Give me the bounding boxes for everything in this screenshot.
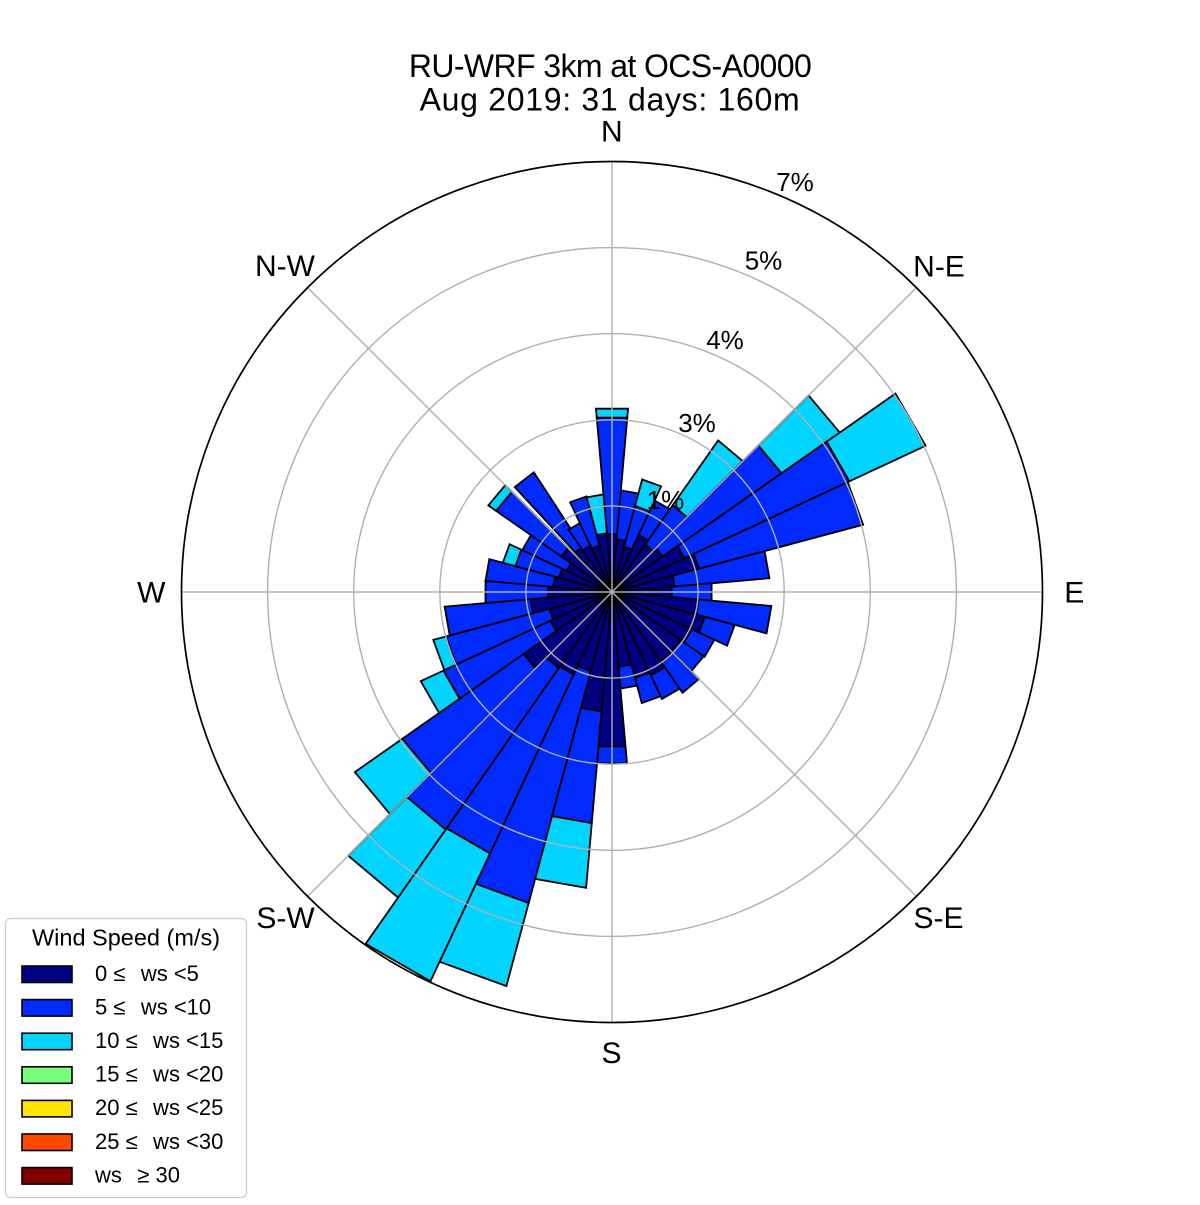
svg-text:4%: 4%	[706, 325, 744, 355]
svg-text:3%: 3%	[678, 408, 716, 438]
svg-text:0 ≤ ws <5: 0 ≤ ws <5	[95, 961, 199, 986]
svg-text:5%: 5%	[745, 246, 783, 276]
svg-text:S-E: S-E	[913, 902, 963, 935]
svg-text:W: W	[137, 576, 166, 609]
svg-text:Wind Speed (m/s): Wind Speed (m/s)	[32, 925, 220, 951]
svg-text:5 ≤ ws <10: 5 ≤ ws <10	[95, 994, 211, 1019]
svg-text:RU-WRF 3km at OCS-A0000: RU-WRF 3km at OCS-A0000	[409, 48, 811, 84]
svg-text:E: E	[1064, 576, 1084, 609]
svg-text:7%: 7%	[776, 167, 814, 197]
svg-text:N: N	[601, 115, 623, 148]
svg-text:20 ≤ ws <25: 20 ≤ ws <25	[95, 1095, 223, 1120]
svg-text:10 ≤ ws <15: 10 ≤ ws <15	[95, 1028, 223, 1053]
svg-text:15 ≤ ws <20: 15 ≤ ws <20	[95, 1062, 223, 1087]
svg-text:25 ≤ ws <30: 25 ≤ ws <30	[95, 1129, 223, 1154]
svg-text:N-W: N-W	[255, 250, 316, 283]
svg-text:S: S	[601, 1037, 621, 1070]
svg-text:N-E: N-E	[913, 250, 965, 283]
svg-text:ws ≥ 30: ws ≥ 30	[94, 1162, 180, 1187]
svg-text:1%: 1%	[647, 485, 685, 515]
svg-text:S-W: S-W	[256, 902, 315, 935]
svg-text:Aug 2019: 31 days: 160m: Aug 2019: 31 days: 160m	[420, 82, 801, 118]
